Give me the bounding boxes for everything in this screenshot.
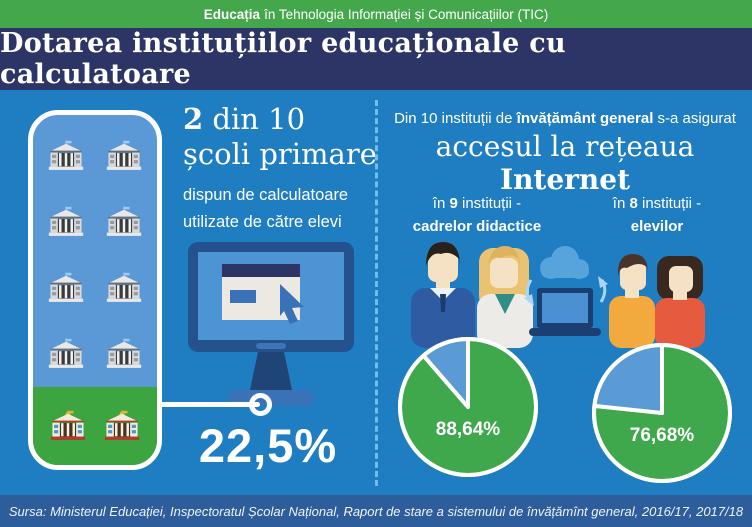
- right-heading-line-2: accesul la rețeaua Internet: [385, 130, 745, 196]
- student-girl-figure: [655, 256, 705, 348]
- stat-rest: din 10: [203, 102, 306, 136]
- pie-chart-students: [592, 343, 732, 483]
- banner-text: în Tehnologia Informației și Comunicații…: [264, 6, 549, 22]
- school-grid-highlighted: [33, 387, 157, 465]
- connector-line: [158, 402, 260, 407]
- connector-ring: [249, 393, 272, 416]
- g2-prefix: în: [612, 195, 630, 212]
- cloud-icon: [540, 246, 589, 279]
- heading1-prefix: Din 10 instituții de: [394, 110, 517, 127]
- stat-desc-line-1: dispun de calculatoare: [183, 185, 349, 204]
- heading2-bold: Internet: [499, 163, 631, 196]
- group-students-intro: în 8 instituții -: [572, 192, 742, 215]
- sync-arrows-icon: [524, 276, 608, 306]
- group-teachers: în 9 instituții - cadrelor didactice: [392, 192, 562, 239]
- monitor-stand: [250, 352, 292, 390]
- g1-suffix: instituții -: [457, 195, 522, 212]
- monitor-illustration: [188, 242, 354, 406]
- group-teachers-intro: în 9 instituții -: [392, 192, 562, 215]
- school-pictogram-box: [28, 110, 162, 470]
- banner-bold-text: Educația: [203, 6, 261, 22]
- g1-count: 9: [449, 195, 458, 212]
- people-cloud-illustration: [411, 242, 705, 348]
- title-bar: Dotarea instituțiilor educaționale cu ca…: [0, 28, 752, 90]
- page-title: Dotarea instituțiilor educaționale cu ca…: [0, 28, 566, 90]
- stat-number: 2: [183, 102, 204, 136]
- monitor-chin-pill: [256, 343, 286, 349]
- group-students-label: elevilor: [630, 218, 684, 236]
- g2-count: 8: [629, 195, 638, 212]
- school-icon: [48, 338, 84, 368]
- school-icon: [106, 338, 142, 368]
- school-icon: [106, 272, 142, 302]
- laptop-icon: [529, 288, 601, 336]
- source-text: Sursa: Ministerul Educației, Inspectorat…: [8, 503, 744, 519]
- school-icon: [48, 206, 84, 236]
- left-stat-block: 2 din 10 școli primare dispun de calcula…: [183, 102, 377, 236]
- window-button-icon: [230, 290, 256, 303]
- main-area: 2 din 10 școli primare dispun de calcula…: [0, 90, 752, 495]
- school-icon: [48, 272, 84, 302]
- school-grid-plain: [33, 115, 157, 387]
- panel-divider: [375, 100, 378, 486]
- window-titlebar-icon: [222, 264, 300, 277]
- right-heading-line-1: Din 10 instituții de învățământ general …: [385, 110, 745, 127]
- stat-line-1: 2 din 10: [183, 102, 377, 137]
- footer-bar: Sursa: Ministerul Educației, Inspectorat…: [0, 495, 752, 527]
- stat-description: dispun de calculatoare utilizate de cătr…: [183, 182, 377, 236]
- school-icon: [106, 140, 142, 170]
- pie-students-value: 76,68%: [629, 425, 695, 446]
- primary-percentage: 22,5%: [198, 419, 338, 472]
- teacher-woman-figure: [477, 246, 533, 348]
- g1-prefix: în: [432, 195, 450, 212]
- g2-suffix: instituții -: [637, 195, 702, 212]
- heading1-bold: învățământ general: [516, 110, 654, 127]
- school-icon-highlighted: [51, 410, 86, 440]
- pie-chart-teachers: [398, 337, 538, 477]
- heading2-prefix: accesul la rețeaua: [435, 130, 695, 163]
- teacher-man-figure: [411, 242, 475, 348]
- school-icon-highlighted: [104, 410, 139, 440]
- cursor-icon: [280, 284, 304, 324]
- top-banner: Educația în Tehnologia Informației și Co…: [0, 0, 752, 28]
- school-icon: [48, 140, 84, 170]
- stat-line-2: școli primare: [183, 137, 377, 172]
- student-boy-figure: [609, 254, 655, 348]
- group-teachers-label: cadrelor didactice: [412, 218, 542, 236]
- heading1-suffix: s-a asigurat: [653, 110, 736, 127]
- group-students: în 8 instituții - elevilor: [572, 192, 742, 239]
- pie-teachers-value: 88,64%: [435, 419, 501, 440]
- school-icon: [106, 206, 142, 236]
- stat-desc-line-2: utilizate de către elevi: [183, 212, 342, 231]
